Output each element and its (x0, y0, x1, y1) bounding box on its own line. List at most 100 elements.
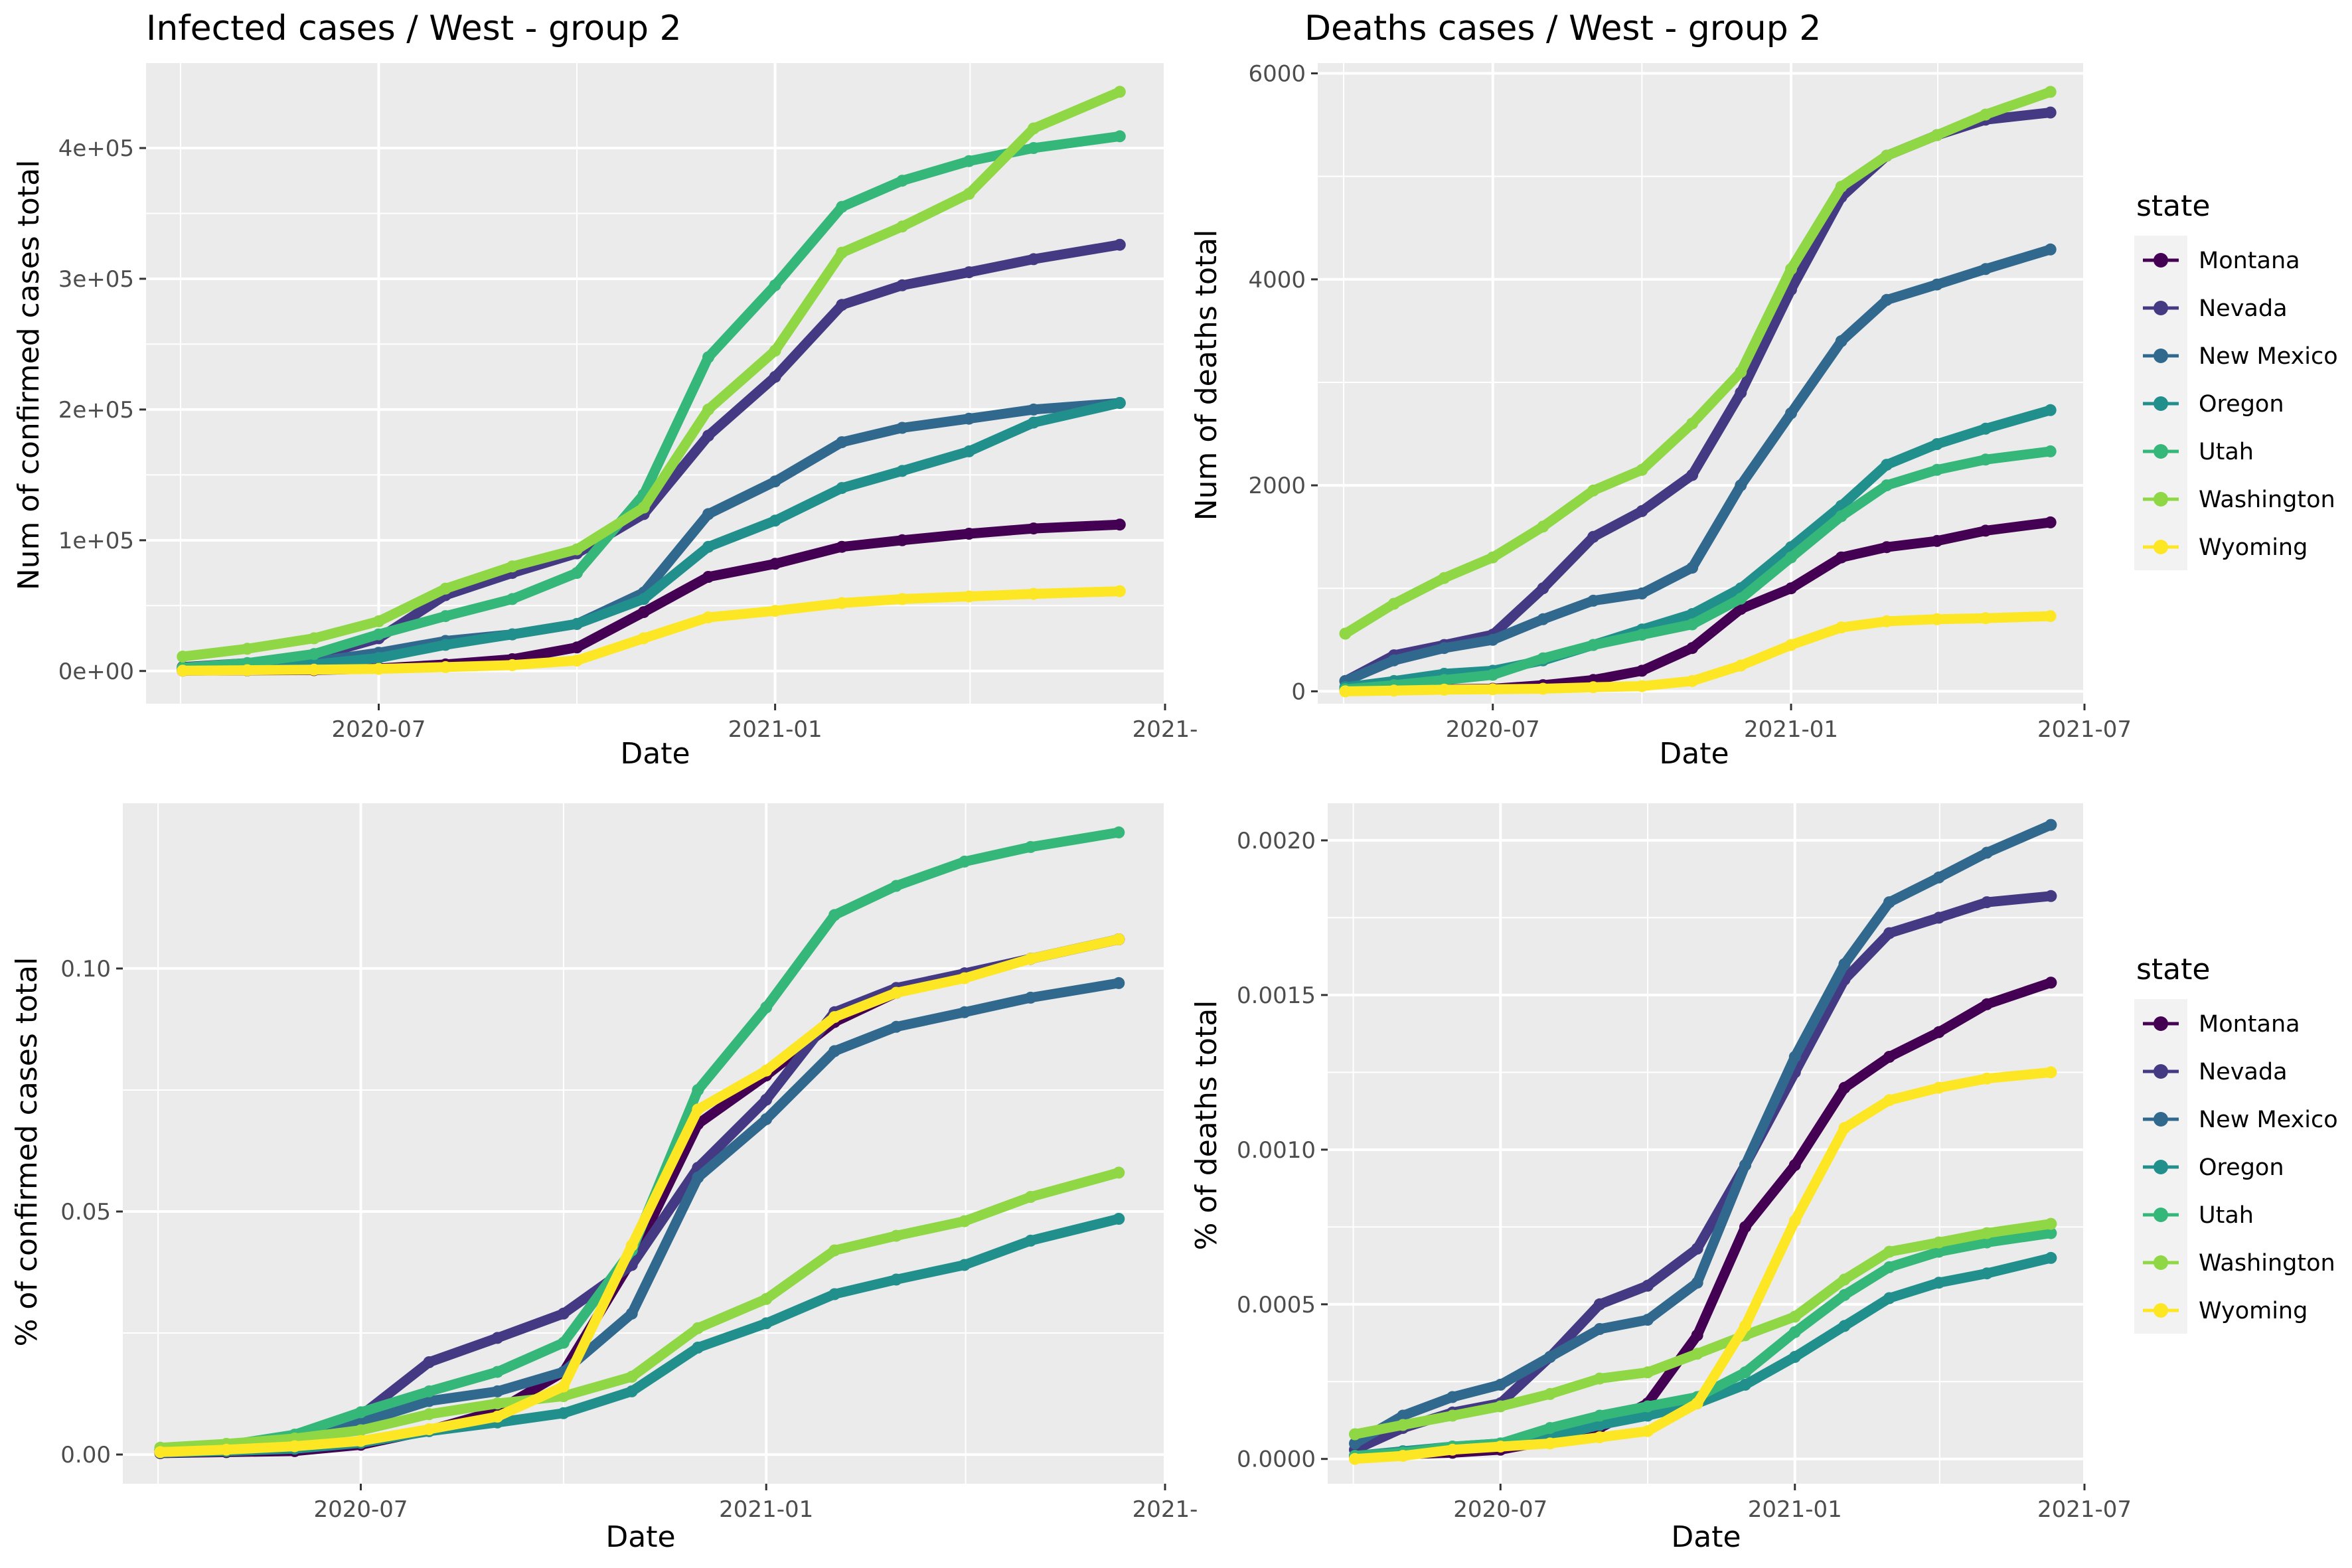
data-point-wyoming (1447, 1443, 1458, 1456)
data-point-oregon (828, 1288, 841, 1300)
legend-entry-utah: Utah (2199, 1202, 2254, 1229)
data-point-washington (1838, 1273, 1851, 1286)
data-point-utah (571, 567, 583, 580)
data-point-wyoming (288, 1440, 301, 1452)
data-point-nevada (1883, 927, 1895, 939)
legend-key-point (2154, 1255, 2168, 1270)
data-point-oregon (439, 639, 452, 651)
plot-area: 2020-07 2021-01 2021-07 0 2000 4000 6000 (1248, 61, 2132, 743)
data-point-wyoming (308, 663, 321, 676)
data-point-utah (828, 909, 841, 921)
data-point-washington (1113, 1166, 1125, 1179)
data-point-new-mexico (1387, 654, 1400, 666)
data-point-new-mexico (1024, 991, 1037, 1004)
legend-key-point (2154, 540, 2168, 554)
data-point-wyoming (1593, 1431, 1606, 1444)
data-point-nevada (1636, 505, 1648, 517)
data-point-montana (1735, 603, 1747, 615)
data-point-washington (1486, 551, 1499, 564)
legend-entry-wyoming: Wyoming (2199, 1298, 2308, 1324)
data-point-wyoming (963, 590, 975, 603)
legend-key-point (2154, 1303, 2168, 1318)
y-tick-label: 4e+05 (58, 135, 134, 162)
data-point-wyoming (1739, 1320, 1751, 1332)
data-point-washington (702, 403, 714, 416)
data-point-wyoming (423, 1423, 435, 1435)
data-point-utah (423, 1385, 435, 1397)
data-point-montana (1980, 524, 1992, 537)
data-point-new-mexico (692, 1171, 704, 1184)
data-point-washington (1024, 1191, 1037, 1203)
y-tick-label: 0.0010 (1237, 1137, 1316, 1164)
data-point-washington (896, 220, 909, 233)
x-tick-label: 2021- (1133, 716, 1198, 743)
x-axis-label: Date (1659, 737, 1729, 771)
data-point-utah (506, 593, 518, 605)
data-point-oregon (890, 1273, 903, 1286)
data-point-oregon (1881, 459, 1893, 471)
data-point-oregon (2045, 1251, 2057, 1264)
data-point-nevada (1785, 283, 1797, 296)
data-point-nevada (1932, 911, 1945, 924)
data-point-utah (1593, 1409, 1606, 1422)
data-point-washington (1447, 1409, 1458, 1422)
data-point-wyoming (1494, 1441, 1507, 1453)
data-point-oregon (702, 540, 714, 553)
x-tick-label: 2020-07 (1446, 716, 1540, 743)
data-point-wyoming (1537, 682, 1549, 695)
legend-entry-nevada: Nevada (2199, 1059, 2288, 1085)
data-point-utah (1028, 142, 1040, 154)
data-point-wyoming (372, 663, 385, 675)
data-point-washington (1981, 1227, 1993, 1239)
data-point-utah (491, 1366, 504, 1378)
data-point-montana (1113, 518, 1126, 531)
data-point-wyoming (1024, 953, 1037, 965)
data-point-montana (1739, 1221, 1751, 1233)
data-point-washington (1932, 1236, 1945, 1249)
data-point-nevada (1642, 1279, 1654, 1292)
data-point-wyoming (625, 1239, 638, 1252)
data-point-washington (1593, 1372, 1606, 1385)
data-point-wyoming (506, 659, 518, 671)
data-point-new-mexico (1486, 633, 1499, 646)
data-point-wyoming (1932, 1081, 1945, 1094)
data-point-oregon (1028, 416, 1040, 429)
data-point-wyoming (220, 1443, 232, 1456)
panel-background (1318, 63, 2084, 704)
panel-infected-cases: Infected cases / West - group 2 2020-07 2… (12, 9, 1198, 771)
data-point-nevada (1028, 253, 1040, 266)
legend-key-point (2154, 1064, 2168, 1079)
data-point-new-mexico (1537, 613, 1549, 625)
data-point-oregon (1739, 1378, 1751, 1391)
x-tick-label: 2020-07 (1453, 1496, 1547, 1523)
data-point-montana (1835, 551, 1847, 564)
data-point-nevada (963, 266, 975, 279)
data-point-wyoming (1691, 1397, 1703, 1409)
legend-entry-washington: Washington (2199, 1250, 2335, 1277)
data-point-utah (372, 628, 385, 641)
data-point-new-mexico (1835, 335, 1847, 347)
y-tick-label: 6000 (1248, 61, 1306, 88)
data-point-montana (836, 540, 848, 553)
data-point-washington (177, 651, 189, 663)
data-point-utah (1438, 674, 1450, 686)
data-point-utah (1636, 629, 1648, 641)
data-point-new-mexico (1838, 958, 1851, 971)
data-point-utah (1113, 130, 1126, 143)
data-point-new-mexico (1587, 594, 1600, 607)
data-point-wyoming (1587, 681, 1600, 694)
data-point-wyoming (1838, 1122, 1851, 1135)
data-point-new-mexico (1642, 1314, 1654, 1326)
data-point-washington (1883, 1245, 1895, 1258)
data-point-new-mexico (1785, 407, 1797, 420)
data-point-wyoming (571, 655, 583, 666)
data-point-montana (1930, 534, 1943, 547)
data-point-washington (1636, 463, 1648, 476)
data-point-new-mexico (1113, 977, 1125, 989)
data-point-new-mexico (1636, 588, 1648, 599)
y-tick-label: 0.0020 (1237, 828, 1316, 854)
x-axis-label: Date (620, 737, 690, 771)
data-point-new-mexico (760, 1113, 773, 1125)
panel-title: Deaths cases / West - group 2 (1304, 9, 1821, 48)
data-point-utah (1587, 639, 1600, 651)
